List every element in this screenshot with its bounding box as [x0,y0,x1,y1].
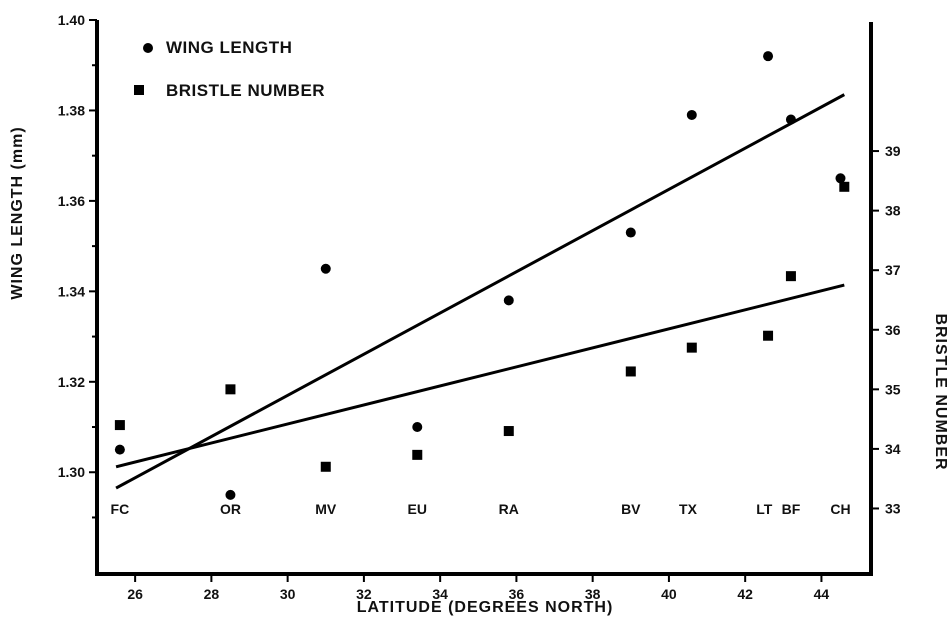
legend-label: WING LENGTH [166,38,292,57]
population-label: OR [220,501,241,517]
y-left-tick-label: 1.40 [58,12,85,28]
population-label: LT [756,501,773,517]
y-right-tick-label: 33 [885,500,901,516]
y-right-tick-label: 37 [885,262,901,278]
population-label: MV [315,501,337,517]
bristle-number-point [412,449,423,460]
population-label: BF [782,501,801,517]
y-left-tick-label: 1.34 [58,283,85,299]
bristle-number-point [114,420,125,431]
x-tick-label: 44 [814,586,830,602]
wing-length-point [503,295,514,306]
x-tick-label: 32 [356,586,372,602]
population-label: FC [111,501,130,517]
population-label: RA [499,501,519,517]
wing-length-point [625,227,636,238]
wing-length-point [225,489,236,500]
bristle-number-point [839,181,850,192]
y-left-tick-label: 1.36 [58,193,85,209]
population-labels: FC OR MV EU RA BV TX LT BF CH [111,501,851,517]
x-tick-label: 34 [432,586,448,602]
y-left-tick-label: 1.32 [58,374,85,390]
bristle-number-point [785,271,796,282]
x-tick-label: 28 [204,586,220,602]
wing-length-point [763,51,774,62]
wing-length-trend-line [115,93,846,490]
population-label: CH [830,501,850,517]
wing-length-point [114,444,125,455]
y-left-tick-label: 1.38 [58,102,85,118]
legend-label: BRISTLE NUMBER [166,81,325,100]
trend-lines [115,93,846,490]
legend: WING LENGTH BRISTLE NUMBER [134,38,325,100]
population-label: EU [408,501,427,517]
wing-length-point [785,114,796,125]
x-tick-label: 38 [585,586,601,602]
data-marks [114,51,850,500]
population-label: TX [679,501,698,517]
legend-square-marker [134,85,144,95]
wing-length-point [686,109,697,120]
bristle-number-trend-line [115,283,845,469]
y-axis-right-label: BRISTLE NUMBER [932,313,949,470]
y-right-tick-label: 39 [885,143,901,159]
y-left-tick-label: 1.30 [58,464,85,480]
y-axis-left-label: WING LENGTH (mm) [9,126,26,299]
wing-length-point [835,173,846,184]
population-label: BV [621,501,641,517]
bristle-number-point [763,330,774,341]
x-axis-label: LATITUDE (DEGREES NORTH) [357,599,614,616]
y-right-tick-label: 36 [885,322,901,338]
axes: 26 28 30 32 34 36 38 40 42 44 1.30 1.32 1.34 1.36 1.38… [58,12,901,602]
bristle-number-point [320,461,331,472]
x-tick-label: 30 [280,586,296,602]
bristle-number-point [225,384,236,395]
y-right-tick-label: 38 [885,203,901,219]
x-tick-label: 36 [509,586,525,602]
x-tick-label: 40 [661,586,677,602]
bristle-number-point [503,426,514,437]
legend-circle-marker [143,43,153,53]
x-tick-label: 42 [737,586,753,602]
bristle-number-point [686,342,697,353]
x-tick-label: 26 [127,586,143,602]
wing-length-point [412,422,423,433]
y-right-tick-label: 35 [885,381,901,397]
wing-length-point [320,263,331,274]
y-right-tick-label: 34 [885,441,901,457]
bristle-number-point [625,366,636,377]
